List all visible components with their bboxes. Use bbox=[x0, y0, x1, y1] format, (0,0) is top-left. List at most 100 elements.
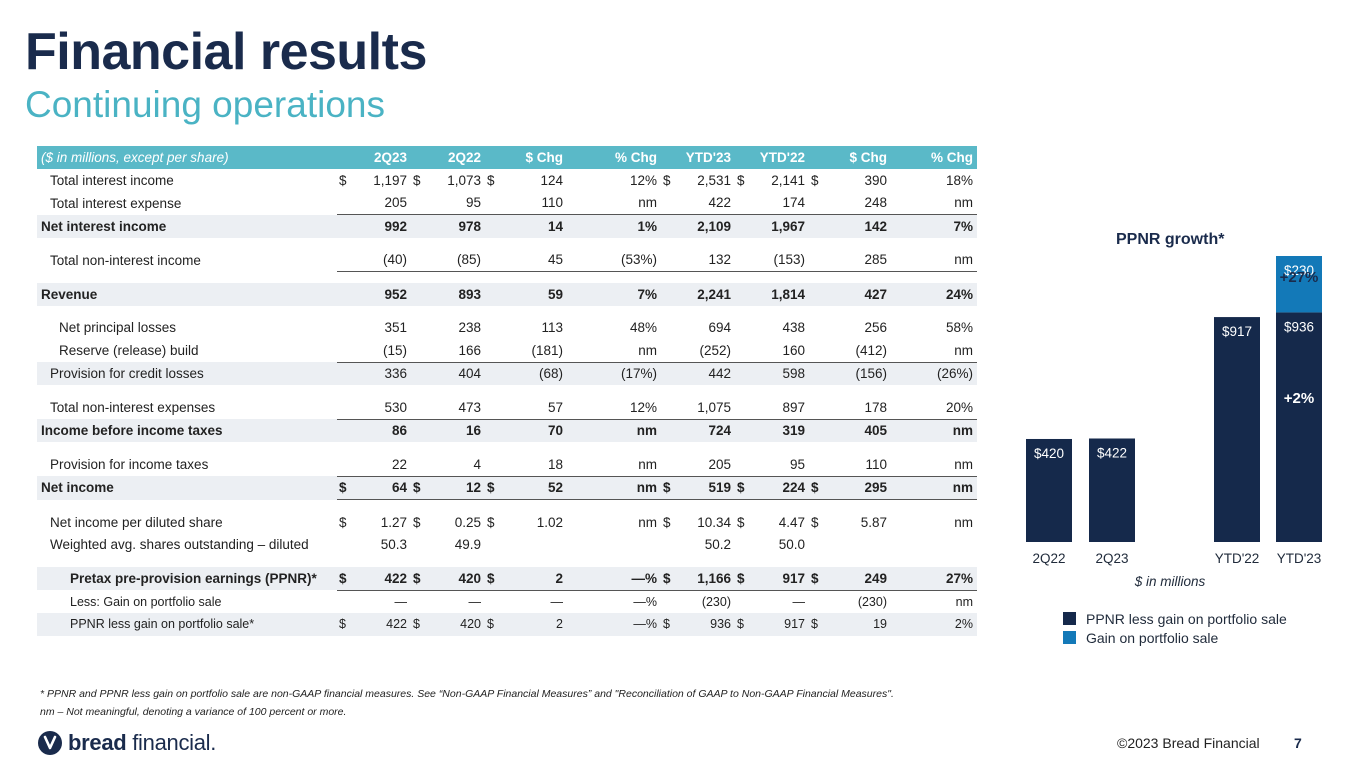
value-cell: (153) bbox=[745, 248, 809, 272]
value-cell: 897 bbox=[745, 396, 809, 420]
column-header: $ Chg bbox=[809, 146, 891, 169]
row-label: Reserve (release) build bbox=[59, 343, 199, 358]
row-spacer bbox=[37, 385, 977, 396]
value-cell: —% bbox=[575, 613, 661, 636]
currency-cell bbox=[809, 191, 819, 215]
legend-label: Gain on portfolio sale bbox=[1086, 629, 1219, 646]
currency-cell bbox=[891, 339, 899, 363]
chart-units-label: $ in millions bbox=[1134, 574, 1206, 589]
bar-ppnr-less-gain bbox=[1276, 312, 1322, 542]
value-cell: 0.25 bbox=[454, 514, 481, 530]
currency-cell: $ bbox=[809, 476, 819, 500]
spacer-cell bbox=[37, 306, 977, 317]
value-cell: 95 bbox=[745, 453, 809, 477]
value-cell: 1.02 bbox=[536, 514, 563, 530]
value-cell: 70 bbox=[495, 419, 567, 442]
value-cell: 2 bbox=[495, 613, 567, 636]
value-cell: 936 bbox=[671, 613, 735, 636]
table-row: Net interest income 992 978 14 1% 2,109 1,967 1… bbox=[37, 214, 977, 238]
table-row: PPNR less gain on portfolio sale* $422 $42… bbox=[37, 613, 977, 636]
table-row: Income before income taxes 86 16 70 nm 724 319… bbox=[37, 419, 977, 442]
row-label: PPNR less gain on portfolio sale* bbox=[37, 613, 337, 636]
currency-cell: $ bbox=[661, 567, 671, 591]
currency-cell bbox=[567, 453, 575, 477]
value-cell: 2,531 bbox=[697, 172, 731, 188]
value-cell: 110 bbox=[495, 191, 567, 215]
row-label: Revenue bbox=[37, 283, 337, 306]
value-cell: 124 bbox=[540, 172, 563, 188]
currency-cell bbox=[735, 590, 745, 613]
value-cell: 10.34 bbox=[697, 514, 731, 530]
currency-cell bbox=[891, 419, 899, 442]
bar-gain-on-sale bbox=[1276, 256, 1322, 313]
currency-cell bbox=[735, 362, 745, 385]
value-cell: 95 bbox=[421, 191, 485, 215]
value-cell: 519 bbox=[671, 476, 735, 500]
value-cell: 427 bbox=[819, 283, 891, 306]
table-row: Weighted avg. shares outstanding – dilut… bbox=[37, 534, 977, 557]
currency-cell bbox=[337, 317, 347, 340]
value-cell: nm bbox=[899, 419, 977, 442]
row-label: Income before income taxes bbox=[37, 419, 337, 442]
row-label: Net income bbox=[37, 476, 337, 500]
value-cell: (252) bbox=[671, 339, 735, 363]
currency-cell bbox=[735, 317, 745, 340]
currency-cell bbox=[891, 590, 899, 613]
financial-results-table: ($ in millions, except per share) 2Q23 2Q2… bbox=[37, 146, 977, 636]
currency-cell bbox=[485, 362, 495, 385]
currency-cell bbox=[485, 248, 495, 272]
currency-cell bbox=[891, 534, 899, 557]
table-row: Provision for credit losses 336 404 (68) (17… bbox=[37, 362, 977, 385]
column-header: % Chg bbox=[567, 146, 661, 169]
row-spacer bbox=[37, 556, 977, 567]
currency-cell bbox=[809, 590, 819, 613]
bar-ppnr-less-gain bbox=[1089, 438, 1135, 542]
table-row: Total non-interest expenses 530 473 57 12% 1,… bbox=[37, 396, 977, 420]
footnote-nm: nm – Not meaningful, denoting a variance… bbox=[40, 706, 347, 718]
currency-cell bbox=[661, 339, 671, 363]
currency-cell bbox=[891, 169, 899, 192]
spacer-cell bbox=[37, 442, 977, 453]
column-header: % Chg bbox=[891, 146, 977, 169]
currency-cell bbox=[735, 248, 745, 272]
currency-cell bbox=[411, 248, 421, 272]
currency-cell: $ bbox=[485, 613, 495, 636]
currency-cell bbox=[891, 476, 899, 500]
row-label: Net interest income bbox=[37, 214, 337, 238]
value-cell: 19 bbox=[819, 613, 891, 636]
value-cell: —% bbox=[633, 594, 657, 609]
table-row: Total interest income $1,197 $1,073 $124 12%… bbox=[37, 169, 977, 192]
column-header: ($ in millions, except per share) bbox=[37, 146, 337, 169]
legend-item-gain-on-sale: Gain on portfolio sale bbox=[1063, 628, 1287, 647]
currency-cell: $ bbox=[411, 567, 421, 591]
value-cell: (68) bbox=[495, 362, 567, 385]
value-cell: 4 bbox=[421, 453, 485, 477]
value-cell: 404 bbox=[421, 362, 485, 385]
currency-cell bbox=[891, 214, 899, 238]
currency-cell bbox=[411, 362, 421, 385]
currency-cell bbox=[567, 511, 575, 534]
value-cell: 110 bbox=[819, 453, 891, 477]
value-cell: 7% bbox=[899, 214, 977, 238]
x-tick-label: YTD'23 bbox=[1277, 551, 1322, 566]
currency-cell bbox=[891, 396, 899, 420]
value-cell: (230) bbox=[857, 594, 887, 609]
bar-value-label: $230 bbox=[1284, 263, 1314, 278]
value-cell: 18 bbox=[495, 453, 567, 477]
value-cell: nm bbox=[899, 248, 977, 272]
value-cell: 422 bbox=[671, 191, 735, 215]
value-cell: — bbox=[394, 594, 408, 609]
value-cell: 992 bbox=[347, 214, 411, 238]
value-cell: 2,109 bbox=[671, 214, 735, 238]
row-label: Total non-interest expenses bbox=[50, 400, 216, 415]
row-label: Provision for credit losses bbox=[37, 362, 337, 385]
currency-cell bbox=[567, 396, 575, 420]
value-cell: (26%) bbox=[899, 362, 977, 385]
value-cell: 7% bbox=[575, 283, 661, 306]
value-cell: 694 bbox=[708, 320, 731, 336]
currency-cell: $ bbox=[485, 567, 495, 591]
page-title: Financial results bbox=[25, 23, 427, 81]
currency-cell: $ bbox=[337, 567, 347, 591]
row-label: Total interest income bbox=[50, 172, 174, 188]
currency-cell: $ bbox=[411, 476, 421, 500]
